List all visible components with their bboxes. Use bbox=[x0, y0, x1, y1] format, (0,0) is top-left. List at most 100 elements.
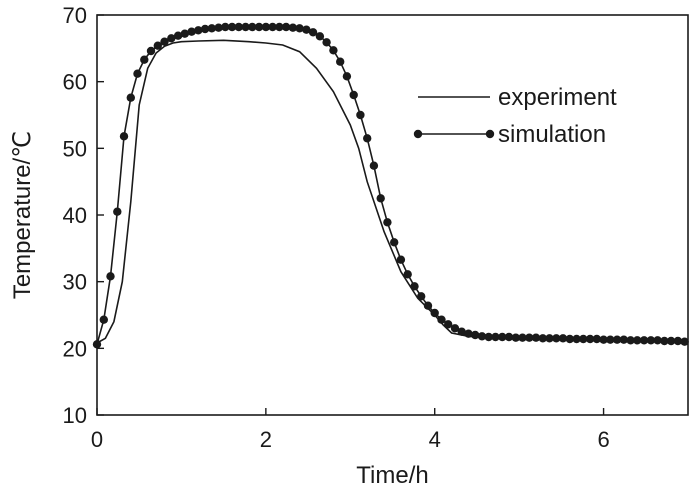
series-simulation-point bbox=[248, 22, 257, 32]
series-simulation-point bbox=[639, 336, 649, 345]
series-simulation-point bbox=[187, 27, 196, 36]
series-simulation-point bbox=[592, 334, 601, 344]
series-simulation-point bbox=[160, 37, 169, 46]
y-tick-label: 70 bbox=[63, 3, 87, 28]
series-simulation-point bbox=[572, 334, 581, 344]
series-simulation-point bbox=[342, 72, 352, 81]
plot-frame bbox=[96, 14, 689, 416]
series-layer bbox=[92, 22, 689, 349]
series-simulation-point bbox=[457, 327, 466, 336]
series-simulation-point bbox=[288, 23, 298, 32]
series-simulation-point bbox=[666, 336, 676, 346]
y-axis-title: Temperature/℃ bbox=[9, 131, 36, 299]
series-simulation-point bbox=[336, 57, 345, 66]
x-tick-label: 6 bbox=[597, 427, 609, 452]
series-simulation-point bbox=[295, 24, 304, 33]
series-simulation-point bbox=[113, 207, 122, 216]
series-simulation-point bbox=[653, 336, 662, 345]
series-simulation-point bbox=[545, 334, 554, 343]
series-simulation-point bbox=[423, 301, 433, 310]
series-simulation-point bbox=[471, 330, 480, 340]
series-simulation-point bbox=[146, 46, 156, 56]
axis-ticks: 0 2 4 6 10 20 30 40 50 60 70 bbox=[63, 3, 610, 452]
series-simulation-point bbox=[126, 93, 135, 102]
series-simulation-point bbox=[504, 332, 514, 342]
legend: experiment simulation bbox=[413, 84, 617, 148]
series-simulation-point bbox=[106, 272, 115, 281]
series-simulation-point bbox=[396, 255, 406, 264]
series-simulation-point bbox=[511, 333, 520, 342]
series-simulation-point bbox=[214, 23, 223, 32]
series-simulation-point bbox=[599, 335, 608, 344]
series-simulation-point bbox=[437, 315, 446, 324]
series-simulation-point bbox=[153, 41, 162, 50]
series-simulation-point bbox=[646, 336, 656, 345]
series-simulation-point bbox=[585, 334, 595, 344]
series-simulation-point bbox=[376, 194, 385, 203]
y-tick-label: 50 bbox=[63, 136, 87, 161]
x-tick-label: 0 bbox=[91, 427, 103, 452]
series-simulation-point bbox=[234, 22, 243, 32]
series-simulation-point bbox=[275, 22, 284, 32]
series-simulation-point bbox=[349, 90, 358, 100]
series-simulation-point bbox=[538, 334, 547, 343]
y-tick-label: 10 bbox=[63, 403, 87, 428]
series-simulation-point bbox=[464, 329, 473, 338]
series-simulation-point bbox=[363, 134, 372, 143]
x-tick-label: 4 bbox=[429, 427, 441, 452]
series-simulation-point bbox=[302, 25, 311, 34]
series-simulation-point bbox=[491, 332, 500, 342]
series-simulation-point bbox=[315, 32, 325, 41]
series-simulation-point bbox=[680, 337, 689, 346]
series-simulation-point bbox=[518, 333, 527, 342]
legend-simulation-marker bbox=[413, 129, 423, 139]
series-simulation-line bbox=[96, 26, 685, 345]
series-simulation-point bbox=[410, 282, 419, 291]
series-simulation-point bbox=[207, 24, 216, 33]
series-simulation-point bbox=[444, 320, 453, 329]
series-simulation-point bbox=[356, 110, 365, 120]
y-tick-label: 20 bbox=[63, 336, 87, 361]
series-simulation-point bbox=[579, 334, 588, 344]
series-simulation-point bbox=[261, 22, 271, 32]
series-simulation-point bbox=[329, 46, 338, 55]
y-tick-label: 60 bbox=[63, 70, 87, 95]
series-simulation-point bbox=[268, 22, 277, 32]
series-simulation-point bbox=[606, 335, 615, 344]
series-simulation-point bbox=[477, 332, 487, 341]
series-simulation-point bbox=[660, 336, 669, 346]
x-axis-title: Time/h bbox=[356, 462, 428, 489]
series-simulation-point bbox=[450, 324, 460, 333]
x-tick-label: 2 bbox=[260, 427, 272, 452]
series-simulation-point bbox=[403, 270, 412, 279]
series-simulation-point bbox=[254, 22, 264, 32]
series-simulation-point bbox=[167, 34, 176, 43]
series-simulation-point bbox=[531, 333, 541, 342]
series-simulation-point bbox=[626, 336, 635, 345]
series-simulation-point bbox=[565, 334, 574, 344]
series-simulation-point bbox=[119, 132, 129, 141]
series-simulation-point bbox=[281, 22, 291, 32]
series-simulation-point bbox=[612, 335, 622, 344]
series-simulation-point bbox=[180, 29, 189, 38]
series-simulation-point bbox=[552, 334, 561, 343]
legend-simulation-marker bbox=[485, 129, 495, 139]
series-simulation-point bbox=[673, 336, 683, 346]
legend-experiment-label: experiment bbox=[498, 84, 617, 111]
series-simulation-point bbox=[322, 38, 331, 47]
series-simulation-point bbox=[99, 315, 109, 324]
y-tick-label: 40 bbox=[63, 203, 87, 228]
series-simulation-point bbox=[221, 22, 230, 32]
y-tick-label: 30 bbox=[63, 270, 87, 295]
series-simulation-point bbox=[498, 332, 507, 342]
series-simulation-point bbox=[390, 238, 399, 247]
series-simulation-point bbox=[558, 334, 568, 343]
series-simulation-point bbox=[140, 55, 149, 64]
series-simulation-point bbox=[227, 22, 237, 32]
legend-simulation-label: simulation bbox=[498, 121, 606, 148]
series-simulation-point bbox=[417, 292, 426, 301]
series-simulation-point bbox=[308, 28, 318, 37]
series-simulation-point bbox=[133, 69, 142, 78]
series-simulation-point bbox=[194, 26, 203, 35]
